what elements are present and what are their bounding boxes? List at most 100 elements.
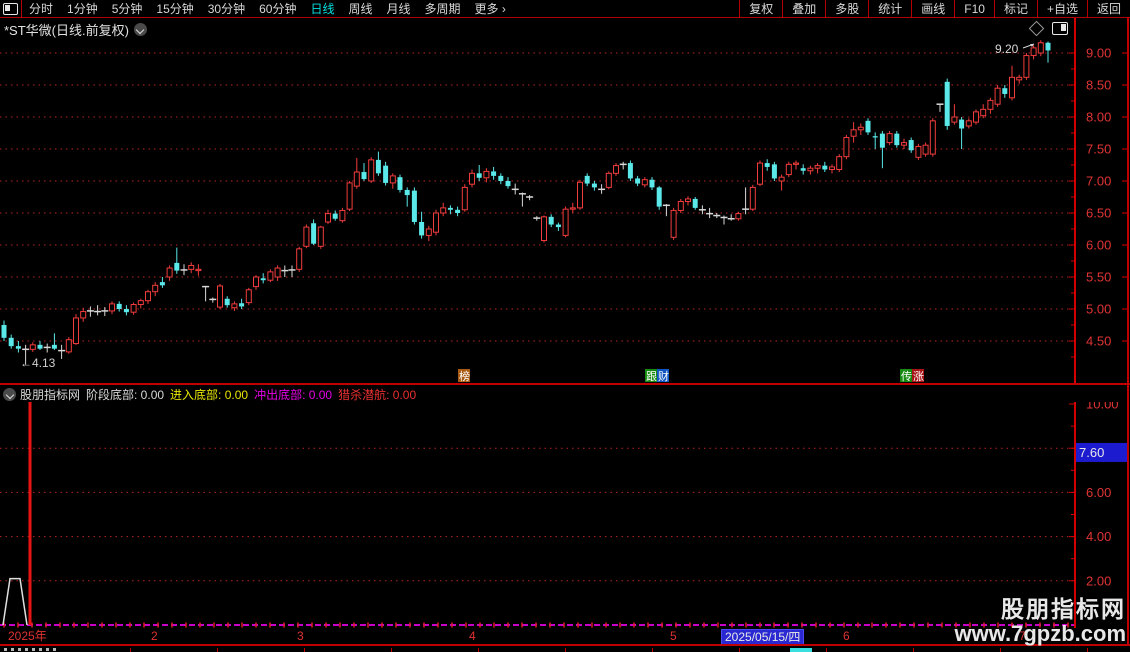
toolbar-button-+自选[interactable]: +自选 (1036, 0, 1087, 17)
period-tab-15分钟[interactable]: 15分钟 (156, 1, 194, 16)
candle-up (267, 271, 274, 281)
chart-header: *ST华微(日线.前复权) (0, 18, 1130, 40)
candle-up (685, 198, 691, 202)
candle-up (325, 213, 331, 223)
value-marker-box (1076, 442, 1128, 462)
candle-down (116, 303, 122, 309)
candle-down (584, 175, 590, 184)
candle-down (311, 223, 317, 244)
candle-up (951, 116, 958, 123)
candle-down (239, 303, 245, 307)
candle-down (1, 325, 7, 338)
toolbar-button-复权[interactable]: 复权 (739, 0, 782, 17)
candle-down (455, 209, 461, 213)
period-tab-60分钟[interactable]: 60分钟 (259, 1, 297, 16)
price-axis-label: 9.00 (1086, 46, 1111, 61)
period-tab-分时[interactable]: 分时 (29, 1, 54, 16)
period-tab-5分钟[interactable]: 5分钟 (111, 1, 143, 16)
candle-up (814, 165, 821, 169)
indicator-subchart[interactable]: 10.00 6.00 4.00 2.00 7.60 (0, 397, 1130, 628)
period-tab-更多 ›[interactable]: 更多 › (474, 1, 506, 16)
candle-up (1023, 55, 1030, 78)
candle-down (397, 177, 403, 190)
indicator-label: 股朋指标网 (20, 387, 81, 402)
candle-up (145, 291, 151, 302)
main-candlestick-chart[interactable]: 9.00 8.50 8.00 7.50 7.00 6.50 6.00 5.50 5.00 4.50… (0, 36, 1130, 383)
indicator-label: 阶段底部: 0.00 (86, 387, 165, 402)
candle-up (807, 167, 814, 172)
chevron-down-icon[interactable] (133, 22, 147, 36)
clipped-toolbar-tick (391, 648, 392, 652)
candle-down (865, 120, 871, 133)
candle-down (591, 183, 597, 188)
candle-down (159, 282, 165, 286)
candle-up (922, 144, 929, 155)
period-tab-月线[interactable]: 月线 (386, 1, 411, 16)
candle-down (260, 278, 266, 281)
candle-up (29, 344, 36, 350)
diamond-icon[interactable] (1028, 20, 1045, 37)
candle-up (965, 120, 972, 127)
candle-down (692, 198, 698, 208)
period-tab-周线[interactable]: 周线 (348, 1, 373, 16)
period-tab-1分钟[interactable]: 1分钟 (67, 1, 98, 16)
signal-bar (28, 402, 32, 625)
panel-layout-button[interactable] (0, 0, 22, 17)
event-badge (912, 369, 924, 382)
watermark-url: www.7gpzb.com (954, 620, 1126, 646)
candle-up (188, 264, 195, 270)
candle-up (245, 289, 252, 304)
candle-down (383, 165, 389, 183)
candle-up (65, 339, 72, 353)
window-right-border (1127, 18, 1129, 646)
candle-up (605, 172, 612, 188)
toolbar-button-多股[interactable]: 多股 (825, 0, 868, 17)
candle-down (872, 136, 878, 138)
clipped-toolbar-tick (652, 648, 653, 652)
candle-up (217, 285, 223, 308)
toolbar-button-F10[interactable]: F10 (954, 0, 994, 17)
candle-down (908, 140, 914, 151)
indicator-axis-label: 2.00 (1086, 573, 1111, 588)
candle-up (843, 136, 850, 158)
candle-down (419, 221, 425, 236)
candle-up (980, 108, 987, 117)
period-tab-30分钟[interactable]: 30分钟 (207, 1, 246, 16)
signal-triangle (2, 577, 28, 626)
watermark-site-name: 股朋指标网 (1001, 596, 1126, 622)
toolbar-button-叠加[interactable]: 叠加 (782, 0, 825, 17)
candle-down (404, 189, 410, 196)
candle-down (37, 344, 43, 349)
candle-down (656, 187, 662, 207)
date-axis[interactable]: 2025年 2 3 4 5 2025/05/15/四 6 7 (0, 628, 1130, 645)
period-tab-日线[interactable]: 日线 (310, 1, 335, 16)
candle-up (130, 304, 137, 313)
watermark: 股朋指标网 www.7gpzb.com (954, 597, 1126, 646)
event-badge-text: 涨 (913, 370, 924, 383)
candle-down (627, 163, 633, 179)
period-tab-多周期[interactable]: 多周期 (424, 1, 461, 16)
candle-up (641, 179, 648, 186)
candle-up (886, 133, 893, 144)
toolbar-button-标记[interactable]: 标记 (993, 0, 1037, 17)
candle-up (389, 175, 396, 184)
toolbar-button-返回[interactable]: 返回 (1086, 0, 1130, 17)
high-price-annotation: 9.20 (995, 42, 1019, 56)
indicator-label: 进入底部: 0.00 (170, 387, 249, 402)
collapse-icon[interactable] (3, 387, 16, 401)
candle-up (541, 216, 547, 242)
indicator-label: 猎杀潜航: 0.00 (338, 387, 417, 402)
candle-down (944, 81, 950, 126)
clipped-toolbar-tick (1000, 648, 1001, 652)
candle-down (8, 337, 14, 347)
toolbar-button-统计[interactable]: 统计 (868, 0, 911, 17)
candle-down (879, 133, 885, 148)
candle-down (447, 207, 453, 210)
split-view-icon[interactable] (1052, 22, 1068, 35)
candle-up (793, 162, 799, 165)
candle-up (440, 207, 447, 214)
candle-up (749, 186, 756, 210)
arrow-head (1030, 44, 1034, 47)
toolbar-button-画线[interactable]: 画线 (911, 0, 954, 17)
candle-up (353, 171, 360, 187)
